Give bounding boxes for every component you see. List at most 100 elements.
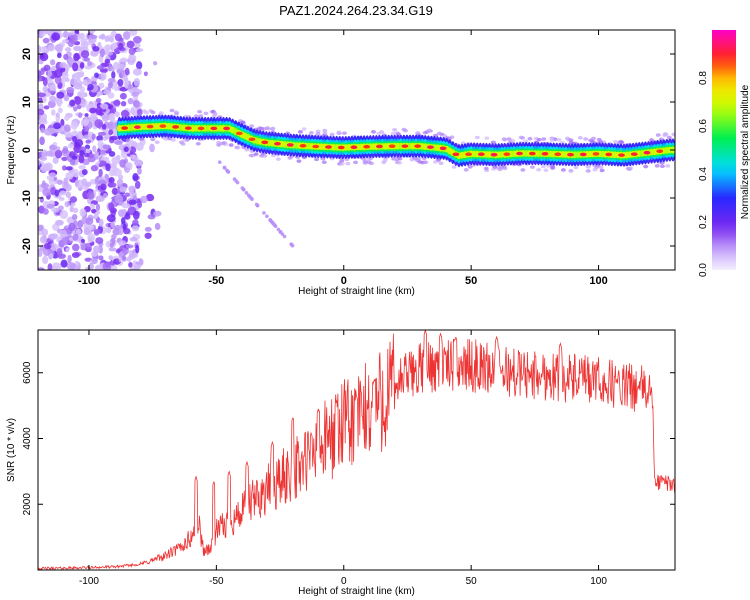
- spectrogram-cell: [38, 224, 44, 232]
- spectrogram-cell: [42, 37, 50, 44]
- spectrogram-cell: [79, 208, 86, 217]
- spectrogram-cell: [95, 106, 103, 116]
- ridge-peak: [337, 145, 345, 150]
- spectrogram-cell: [111, 156, 121, 165]
- spectrogram-cell: [395, 132, 401, 136]
- spectrogram-cell: [259, 126, 265, 131]
- spectrogram-cell: [79, 32, 85, 39]
- ridge-peak: [312, 144, 320, 149]
- ridge-peak: [388, 144, 396, 149]
- spectrogram-cell: [102, 262, 112, 270]
- spectrogram-cell: [643, 164, 649, 169]
- spectrogram-cell: [590, 140, 596, 144]
- spectrogram-cell: [118, 42, 124, 50]
- spectrogram-cell: [54, 149, 63, 159]
- spectrogram-cell: [556, 137, 562, 142]
- spectrogram-cell: [39, 52, 49, 62]
- spectrogram-cell: [87, 61, 93, 67]
- spectrogram-cell: [95, 203, 101, 211]
- spectrogram-cell: [87, 236, 93, 244]
- spectrogram-cell: [276, 227, 281, 232]
- ridge-peak: [643, 150, 651, 155]
- spectrogram-cell: [129, 237, 138, 242]
- colorbar-tick-label: 0.4: [698, 167, 709, 181]
- spectrogram-cell: [72, 243, 80, 252]
- spectrogram-cell: [339, 162, 345, 166]
- ridge-peak: [528, 151, 536, 156]
- x-axis-label: Height of straight line (km): [298, 286, 415, 297]
- spectrogram-cell: [72, 233, 79, 241]
- spectrogram-cell: [128, 30, 138, 36]
- spectrogram-cell: [64, 115, 70, 121]
- spectrogram-cell: [49, 95, 56, 103]
- spectrogram-cell: [86, 191, 95, 200]
- spectrogram-cell: [104, 58, 111, 64]
- spectrogram-cell: [143, 71, 148, 77]
- spectrogram-cell: [38, 248, 43, 257]
- spectrogram-cell: [289, 243, 294, 247]
- spectrogram-cell: [44, 150, 54, 157]
- ridge-peak: [363, 144, 371, 149]
- x-tick-label: 50: [465, 275, 477, 287]
- spectrogram-cell: [265, 214, 269, 219]
- spectrogram-cell: [139, 195, 148, 204]
- spectrogram-cell: [51, 109, 56, 116]
- x-tick-label: 0: [341, 275, 347, 287]
- ridge-peak: [197, 126, 205, 131]
- spectrogram-cell: [38, 70, 42, 79]
- spectrogram-cell: [99, 149, 106, 155]
- spectrogram-cell: [42, 77, 48, 87]
- spectrogram-cell: [122, 227, 131, 235]
- spectrogram-cell: [250, 197, 254, 201]
- spectrogram-cell: [94, 150, 100, 160]
- spectrogram-cell: [47, 263, 53, 270]
- spectrogram-cell: [114, 140, 123, 145]
- spectrogram-cell: [247, 194, 252, 199]
- spectrogram-cell: [70, 78, 78, 86]
- spectrogram-cell: [173, 110, 179, 115]
- spectrogram-cell: [117, 78, 124, 87]
- x-tick-label: 100: [590, 576, 607, 587]
- spectrogram-cell: [59, 210, 69, 220]
- spectrogram-cell: [583, 137, 589, 141]
- spectrogram-cell: [315, 129, 321, 134]
- spectrogram-cell: [90, 30, 96, 33]
- spectrogram-cell: [87, 84, 94, 91]
- spectrogram-cell: [94, 119, 104, 128]
- ridge-peak: [248, 137, 256, 142]
- spectrogram-cell: [120, 101, 127, 107]
- spectrogram-cell: [671, 132, 675, 137]
- spectrogram-cell: [134, 159, 144, 167]
- y-tick-label: 0: [21, 147, 33, 153]
- spectrogram-cell: [72, 207, 79, 214]
- spectrogram-cell: [154, 140, 160, 145]
- spectrogram-cell: [301, 127, 307, 131]
- spectrogram-cell: [131, 225, 140, 232]
- spectrogram-cell: [368, 161, 374, 166]
- spectrogram-cell: [112, 42, 118, 50]
- spectrogram-cell: [126, 256, 132, 262]
- spectrogram-cell: [449, 135, 455, 139]
- spectrogram-cell: [76, 71, 81, 81]
- spectrogram-cell: [47, 44, 55, 52]
- spectrogram-cell: [598, 165, 604, 169]
- spectrogram-cell: [123, 146, 129, 153]
- spectrogram-cell: [43, 242, 52, 250]
- spectrogram-cell: [144, 226, 152, 232]
- spectrogram-cell: [127, 97, 134, 105]
- spectrogram-cell: [61, 39, 70, 44]
- spectrogram-cell: [253, 152, 259, 156]
- spectrogram-cell: [296, 159, 302, 163]
- spectrogram-cell: [153, 210, 162, 217]
- spectrogram-cell: [60, 259, 68, 268]
- ridge-peak: [146, 124, 154, 129]
- spectrogram-cell: [59, 229, 67, 238]
- spectrogram-cell: [520, 136, 526, 140]
- spectrogram-cell: [69, 158, 76, 166]
- spectrogram-cell: [42, 163, 51, 172]
- x-tick-label: -50: [209, 576, 224, 587]
- spectrogram-cell: [53, 122, 61, 130]
- spectrogram-cell: [57, 107, 63, 114]
- spectrogram-cell: [43, 64, 51, 72]
- spectrogram-cell: [53, 69, 63, 78]
